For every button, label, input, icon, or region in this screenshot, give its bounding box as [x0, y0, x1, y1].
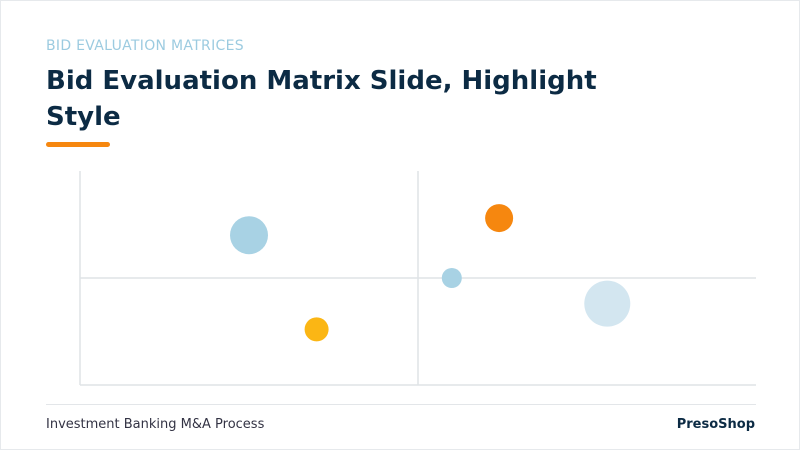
accent-bar: [46, 142, 110, 147]
bubble: [485, 204, 514, 233]
footer-divider: [46, 404, 756, 405]
bubble: [441, 268, 462, 288]
bubble: [584, 280, 631, 327]
slide-title: Bid Evaluation Matrix Slide, Highlight S…: [46, 66, 597, 132]
eyebrow: BID EVALUATION MATRICES: [46, 38, 244, 54]
bubble: [230, 216, 268, 255]
bubble: [304, 317, 329, 342]
footer-text: Investment Banking M&A Process: [46, 417, 265, 432]
footer-brand: PresoShop: [676, 417, 755, 432]
